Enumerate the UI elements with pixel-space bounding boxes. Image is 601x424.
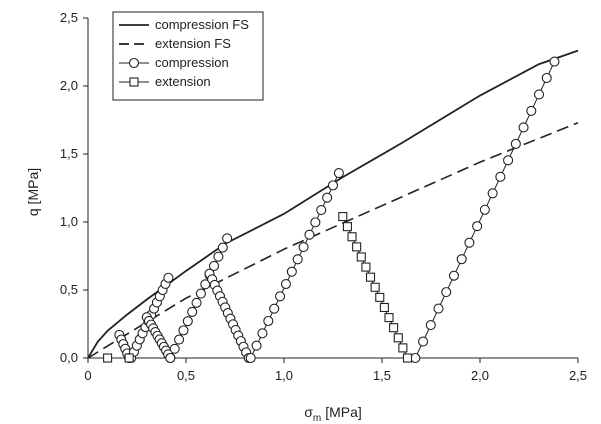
compression-marker [503,155,514,166]
extension-marker [356,252,366,262]
compression-marker [448,270,460,281]
compression-marker [269,303,280,314]
compression-marker [174,334,185,345]
compression-marker [222,233,233,244]
compression-marker [410,352,421,364]
compression-marker [245,352,256,364]
x-tick-label: 2,5 [569,368,587,383]
compression-marker [298,241,309,253]
compression-marker [487,188,498,199]
extension-marker [365,272,376,282]
compression-marker [191,297,202,308]
x-axis-label: σm [MPa] [304,404,362,424]
tick-labels: 0,0 0,5 1,0 1,5 2,0 2,5 0 0,5 1,0 1,5 2,0 2,5 [60,10,587,383]
extension-marker [398,343,408,353]
extension-marker [347,232,357,242]
compression-segment [250,172,340,359]
compression-marker [518,122,529,133]
compression-marker [275,291,286,302]
compression-marker [418,336,429,347]
y-tick-label: 2,0 [60,78,78,93]
compression-marker [495,171,506,182]
compression-marker [208,260,220,271]
extension-fs-line [87,121,579,359]
legend-label: compression [155,55,229,70]
compression-marker [163,272,174,283]
x-tick-label: 1,0 [275,368,293,383]
compression-marker [251,340,262,351]
series-markers [103,56,560,364]
compression-marker [182,316,193,327]
extension-marker [379,302,389,313]
extension-marker [103,353,113,363]
extension-marker [384,313,394,323]
y-tick-label: 0,5 [60,282,78,297]
compression-marker [472,221,483,232]
compression-marker [169,343,180,354]
legend-label: compression FS [155,17,249,32]
compression-marker [441,287,452,298]
legend-label: extension [155,74,211,89]
compression-marker [327,180,339,191]
compression-marker [304,229,315,240]
compression-marker [213,251,224,262]
y-axis-label: q [MPa] [25,168,41,216]
compression-marker [316,204,327,216]
compression-marker [263,315,274,327]
extension-marker [342,222,352,232]
extension-marker [338,212,348,222]
extension-marker [375,292,385,302]
compression-marker [533,89,545,100]
compression-marker [257,328,268,339]
compression-marker [286,266,297,277]
compression-marker [425,320,436,331]
compression-marker [510,138,521,149]
compression-marker [333,167,344,179]
x-tick-label: 1,5 [373,368,391,383]
legend: compression FS extension FS compression ext… [112,11,264,101]
compression-marker [292,254,303,265]
compression-marker [479,204,490,215]
x-tick-label: 0,5 [177,368,195,383]
extension-marker [393,333,403,343]
extension-marker [389,323,399,333]
y-tick-label: 2,5 [60,10,78,25]
compression-marker [217,242,228,253]
x-tick-label: 2,0 [471,368,489,383]
y-tick-label: 1,0 [60,214,78,229]
compression-marker [433,303,444,314]
compression-marker [456,254,467,265]
extension-marker [129,77,139,87]
x-axis-label-unit: [MPa] [325,404,362,420]
compression-marker [322,192,333,203]
compression-marker [310,217,321,228]
extension-marker [370,282,380,292]
y-tick-label: 0,0 [60,350,78,365]
compression-marker [464,237,475,248]
extension-marker [352,242,362,252]
compression-marker [165,352,176,364]
compression-marker [526,105,537,116]
compression-marker [187,306,198,318]
compression-marker [178,325,189,336]
compression-marker [195,288,206,299]
extension-marker [124,353,134,363]
x-axis-label-symbol: σ [304,404,313,420]
y-tick-label: 1,5 [60,146,78,161]
x-tick-label: 0 [84,368,91,383]
x-axis-label-subscript: m [313,413,321,424]
extension-marker [361,262,371,272]
compression-marker [280,278,292,290]
extension-marker [402,353,413,363]
compression-marker [128,57,140,69]
compression-marker [549,56,560,67]
compression-marker [541,72,552,84]
legend-label: extension FS [155,36,231,51]
